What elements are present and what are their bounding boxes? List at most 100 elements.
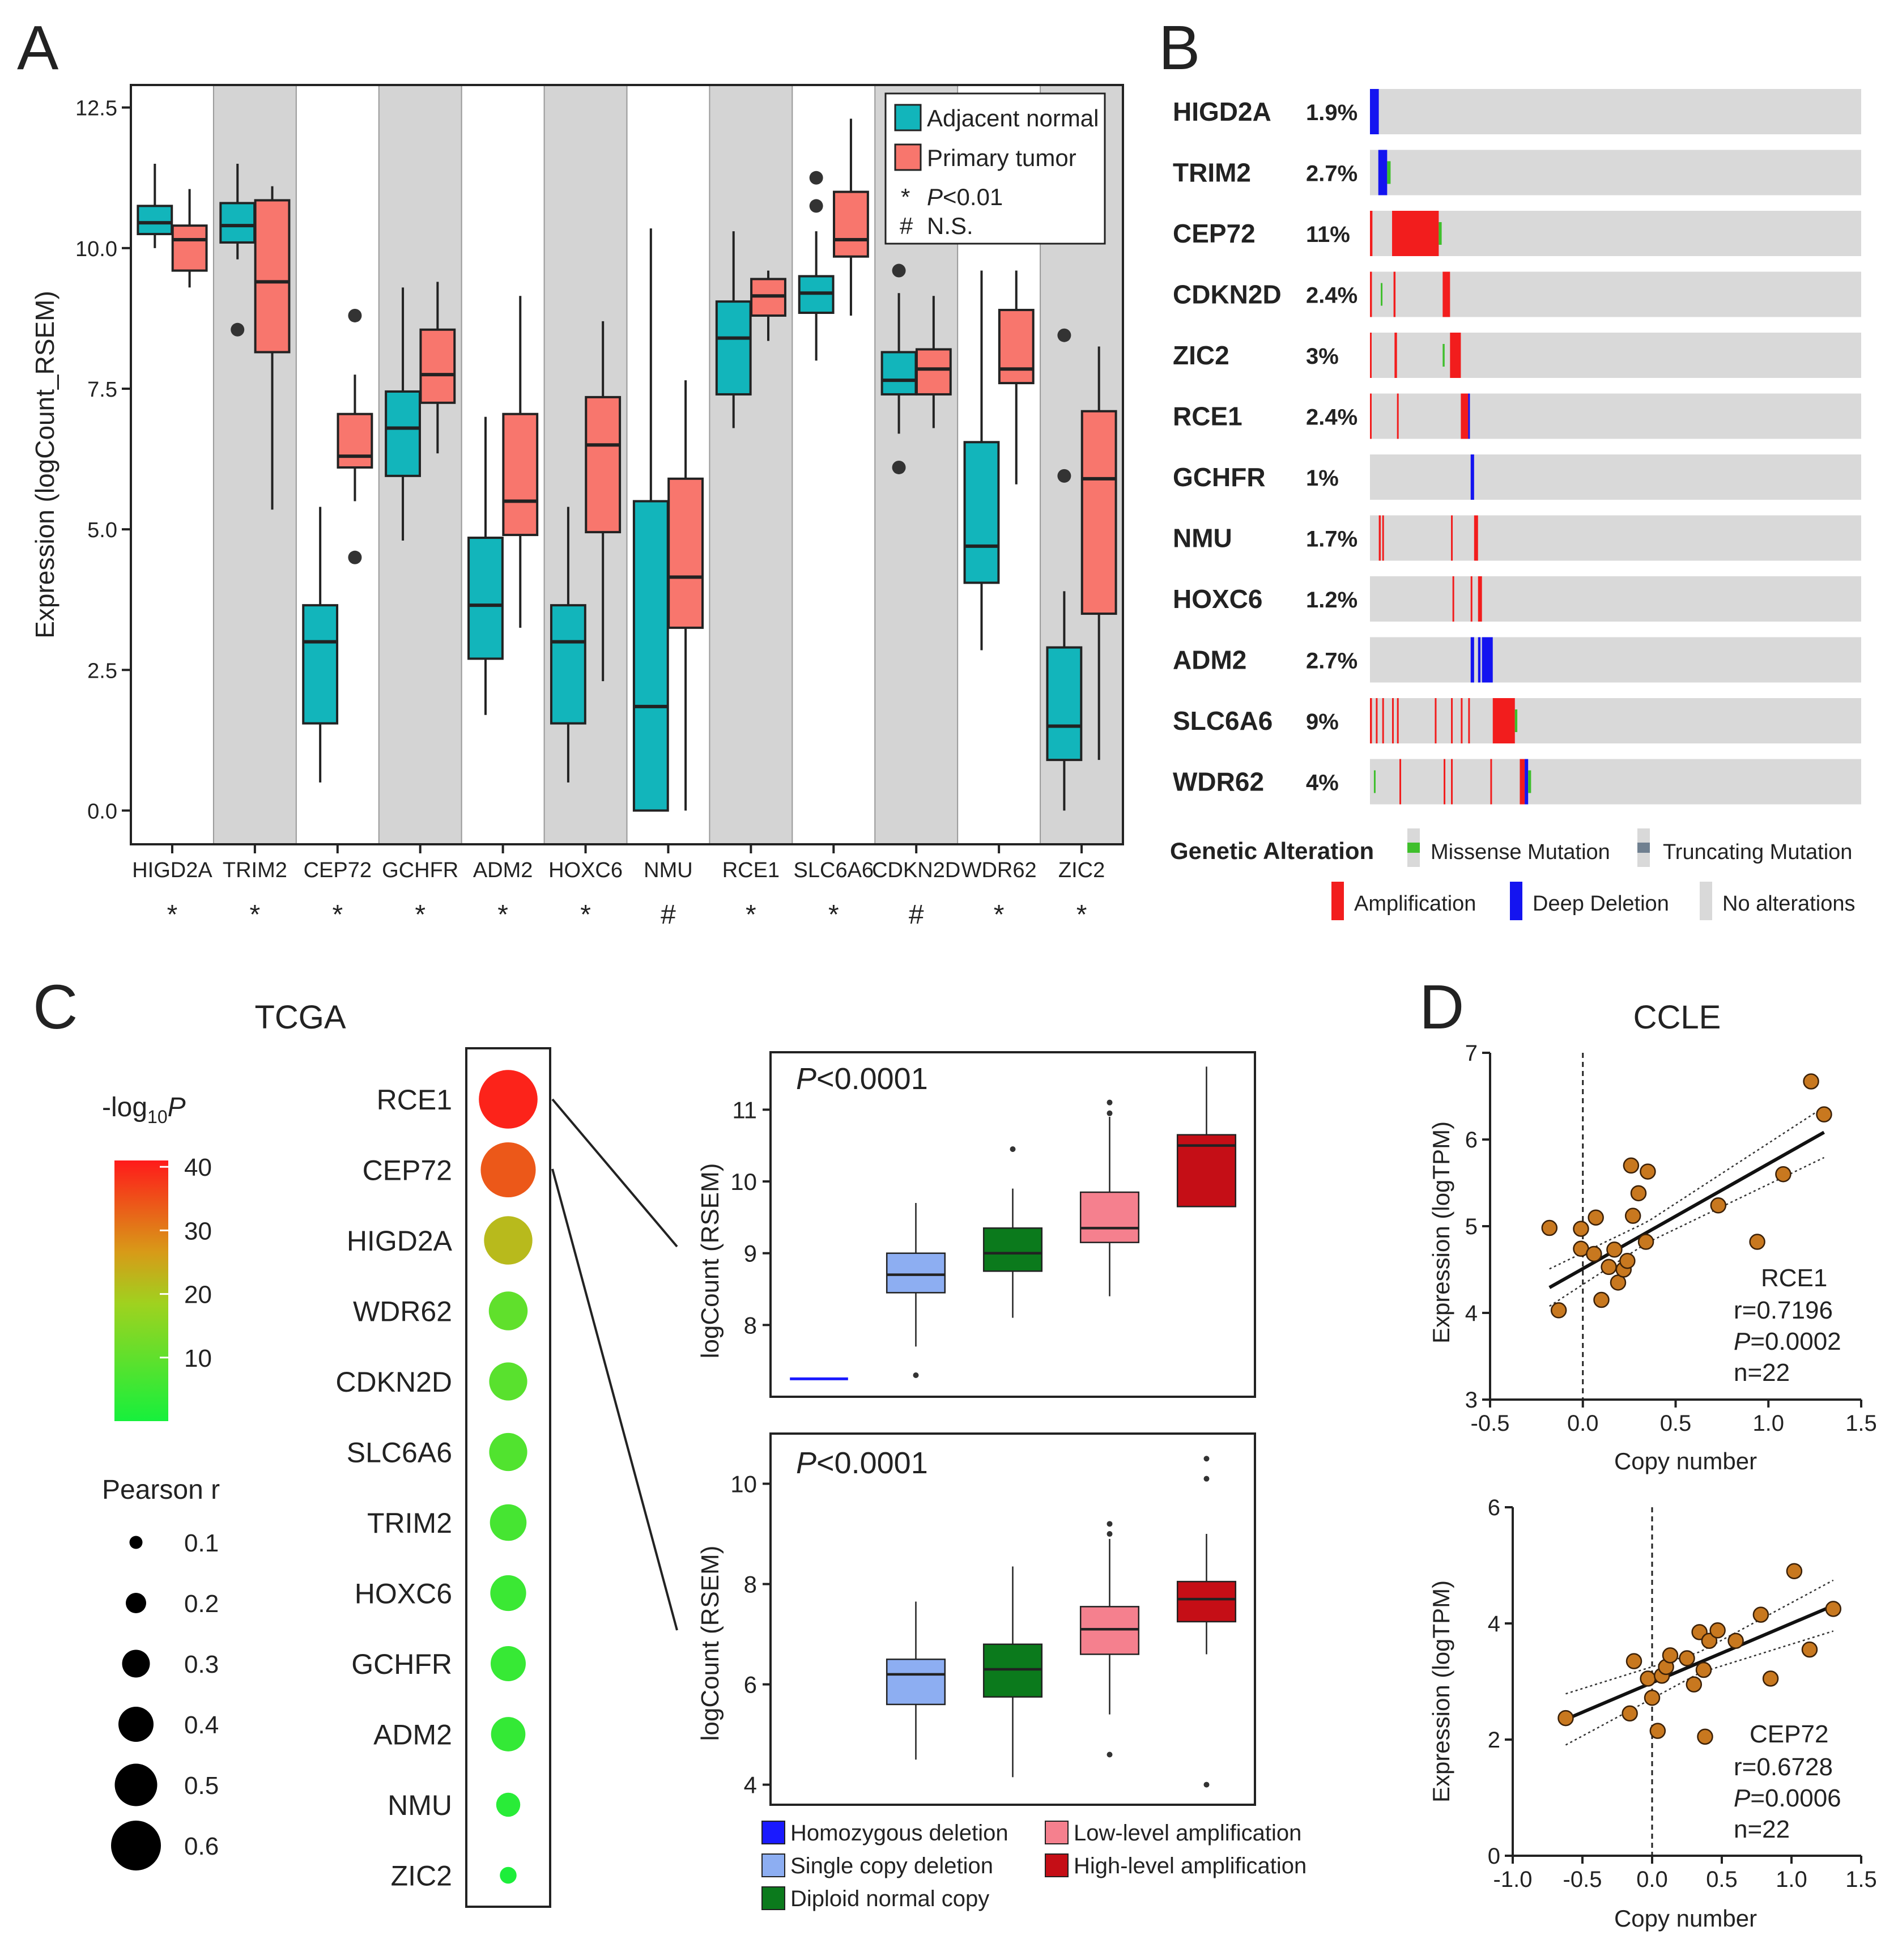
- d-s1-point-20: [1816, 1106, 1832, 1123]
- c-dots: RCE1 CEP72 HIGD2A WDR62 CDKN2D SLC6A6 TRIM2 HOX…: [335, 1070, 538, 1892]
- c-size-legend-dot-1: [126, 1593, 146, 1613]
- b-alteration-cdkn2d-1: [1381, 283, 1383, 306]
- a-significance-4: *: [497, 900, 508, 930]
- b-alteration-zic2-3: [1450, 333, 1461, 378]
- d-s2-point-17: [1752, 1606, 1769, 1623]
- b-alteration-cdkn2d-0: [1370, 271, 1372, 317]
- a-band-7: [709, 85, 793, 844]
- b-alteration-nmu-1: [1382, 515, 1384, 561]
- b-legend-deep-deletion: Deep Deletion: [1533, 892, 1669, 916]
- b-alteration-rce1-2: [1461, 393, 1469, 439]
- c-gene-label-gchfr: GCHFR: [351, 1648, 452, 1680]
- b-alteration-wdr62-7: [1528, 770, 1531, 793]
- c-box1-p-value: P<0.0001: [796, 1062, 928, 1096]
- b-legend: Genetic Alteration Missense Mutation Tru…: [1170, 828, 1855, 920]
- d-s2-point-18: [1762, 1670, 1779, 1687]
- c-dot-cep72: [480, 1142, 536, 1198]
- d-s2-point-5: [1649, 1723, 1666, 1739]
- a-significance-5: *: [580, 900, 591, 930]
- c-gene-label-nmu: NMU: [388, 1789, 452, 1821]
- c-legend-high-swatch: [1045, 1853, 1069, 1877]
- c-box2-ytick-label-2: 8: [744, 1571, 757, 1598]
- c-box1-single-outlier-0: [913, 1372, 919, 1378]
- b-percent-higd2a: 1.9%: [1306, 100, 1357, 125]
- b-legend-missense-swatch: [1407, 843, 1420, 853]
- a-slc6a6-normal-outlier-0: [809, 171, 823, 185]
- a-wdr62-tumor-box: [998, 309, 1035, 385]
- a-adm2-tumor-box: [502, 413, 539, 537]
- b-rows: HIGD2A 1.9% TRIM2 2.7% CEP72 11% CDKN2D 2.4% ZIC…: [1173, 89, 1861, 805]
- a-cdkn2d-normal-outlier-0: [892, 263, 906, 278]
- a-zic2-normal-outlier-0: [1057, 328, 1071, 342]
- b-percent-gchfr: 1%: [1306, 466, 1339, 491]
- c-box1-diploid-box: [982, 1227, 1043, 1272]
- c-legend-single: Single copy deletion: [790, 1853, 993, 1878]
- b-alteration-rce1-1: [1397, 393, 1399, 439]
- a-cdkn2d-normal-box: [880, 351, 917, 396]
- b-alteration-zic2-1: [1394, 333, 1397, 378]
- a-y-axis: 0.0 2.5 5.0 7.5 10.0 12.5: [75, 97, 131, 823]
- a-xtick-label-10: WDR62: [961, 858, 1037, 882]
- d-s2-point-3: [1640, 1670, 1656, 1687]
- b-alteration-trim2-0: [1378, 150, 1388, 195]
- a-cep72-tumor-outlier-0: [348, 308, 362, 322]
- c-gene-label-rce1: RCE1: [377, 1084, 452, 1116]
- d-s1-ytick-label-0: 3: [1465, 1388, 1478, 1413]
- a-hoxc6-normal-box: [550, 604, 586, 725]
- d-s2-p: P=0.0006: [1734, 1784, 1841, 1812]
- a-significance-3: *: [415, 900, 425, 930]
- c-size-legend-label-4: 0.5: [184, 1772, 219, 1800]
- c-gene-label-zic2: ZIC2: [391, 1860, 452, 1892]
- a-slc6a6-normal-outlier-1: [809, 199, 823, 213]
- a-cdkn2d-tumor-box: [915, 348, 952, 396]
- d-s1-point-19: [1803, 1073, 1819, 1090]
- c-dot-wdr62: [488, 1291, 528, 1330]
- a-cep72-tumor-outlier-1: [348, 550, 362, 564]
- a-wdr62-normal-box: [963, 441, 1000, 584]
- a-slc6a6-tumor-box: [833, 190, 869, 258]
- b-alteration-wdr62-6: [1525, 759, 1529, 805]
- a-higd2a-normal-box: [137, 205, 173, 236]
- b-alteration-trim2-1: [1387, 161, 1391, 184]
- c-size-legend-title: Pearson r: [102, 1475, 220, 1505]
- b-alteration-cdkn2d-3: [1442, 271, 1450, 317]
- b-alteration-hoxc6-0: [1452, 576, 1454, 622]
- a-trim2-tumor-box: [254, 199, 291, 354]
- a-legend: Adjacent normal Primary tumor * P<0.01 #…: [884, 92, 1106, 245]
- d-s1-point-4: [1586, 1245, 1602, 1262]
- d-s1-point-15: [1640, 1163, 1656, 1180]
- b-legend-none: No alterations: [1722, 892, 1855, 916]
- d-s1-point-14: [1637, 1234, 1654, 1250]
- c-box2-high-box: [1176, 1580, 1237, 1623]
- d-s1-point-16: [1710, 1197, 1727, 1214]
- d-s1-point-12: [1624, 1208, 1641, 1224]
- d-s1-ci-upper: [1549, 1106, 1825, 1270]
- b-gene-cdkn2d: CDKN2D: [1173, 280, 1282, 309]
- c-size-legend-dot-5: [111, 1821, 161, 1870]
- a-significance-2: *: [332, 900, 343, 930]
- a-rce1-normal-box: [715, 300, 752, 396]
- d-s1-ytick-label-2: 5: [1465, 1214, 1478, 1239]
- b-legend-missense: Missense Mutation: [1431, 840, 1610, 864]
- a-xtick-label-11: ZIC2: [1058, 858, 1105, 882]
- c-dot-frame: [465, 1047, 551, 1908]
- c-box2-ytick-label-1: 6: [744, 1672, 757, 1698]
- b-percent-slc6a6: 9%: [1306, 709, 1339, 734]
- b-track-cep72: [1370, 211, 1861, 256]
- a-boxes: [137, 118, 1117, 812]
- d-s2-ytick-label-1: 2: [1488, 1728, 1500, 1753]
- c-box1-low-outlier-1: [1107, 1099, 1113, 1106]
- d-s2-xtick-label-1: -0.5: [1563, 1867, 1602, 1892]
- a-xtick-label-5: HOXC6: [548, 858, 623, 882]
- c-gene-label-higd2a: HIGD2A: [347, 1225, 453, 1257]
- b-alteration-rce1-3: [1468, 393, 1470, 439]
- c-dot-hoxc6: [490, 1575, 526, 1612]
- panel-label-b: B: [1159, 13, 1200, 83]
- b-alteration-slc6a6-8: [1468, 698, 1470, 743]
- b-alteration-wdr62-3: [1451, 759, 1453, 805]
- d-s2-point-0: [1557, 1710, 1574, 1727]
- a-trim2-normal-outlier-0: [231, 322, 245, 337]
- b-alteration-adm2-2: [1482, 637, 1493, 683]
- d-s2-point-21: [1825, 1601, 1842, 1617]
